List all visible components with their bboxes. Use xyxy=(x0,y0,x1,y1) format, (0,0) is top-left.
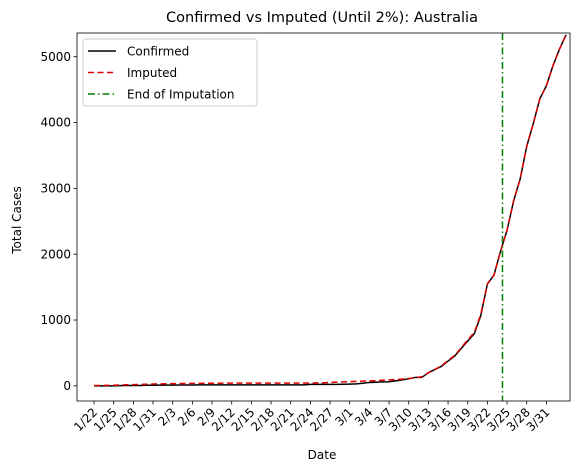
plot-frame xyxy=(76,32,571,402)
legend-label-end-of-imputation: End of Imputation xyxy=(127,87,235,101)
x-axis-ticks: 1/221/251/281/312/32/62/92/122/152/182/2… xyxy=(71,401,553,434)
y-axis-ticks: 0 1000 2000 3000 4000 5000 xyxy=(40,50,77,393)
x-tick-label: 3/1 xyxy=(332,405,356,429)
x-axis-title: Date xyxy=(308,448,337,462)
legend: Confirmed Imputed End of Imputation xyxy=(82,38,258,107)
y-tick-label: 1000 xyxy=(40,313,71,327)
y-axis-title: Total Cases xyxy=(10,186,24,254)
chart-title: Confirmed vs Imputed (Until 2%): Austral… xyxy=(166,10,478,26)
x-tick-label: 3/31 xyxy=(524,405,553,434)
y-tick-label: 5000 xyxy=(40,50,71,64)
y-tick-label: 4000 xyxy=(40,116,71,130)
legend-label-imputed: Imputed xyxy=(127,66,177,80)
x-tick-label: 3/4 xyxy=(352,405,376,429)
plot-area xyxy=(76,32,571,402)
series-line-imputed xyxy=(94,34,567,387)
legend-box xyxy=(82,38,258,107)
legend-label-confirmed: Confirmed xyxy=(127,44,189,58)
y-tick-label: 0 xyxy=(63,379,71,393)
x-tick-label: 2/6 xyxy=(175,405,199,429)
series-group xyxy=(94,33,567,401)
y-tick-label: 2000 xyxy=(40,247,71,261)
x-tick-label: 2/3 xyxy=(155,405,179,429)
y-tick-label: 3000 xyxy=(40,182,71,196)
